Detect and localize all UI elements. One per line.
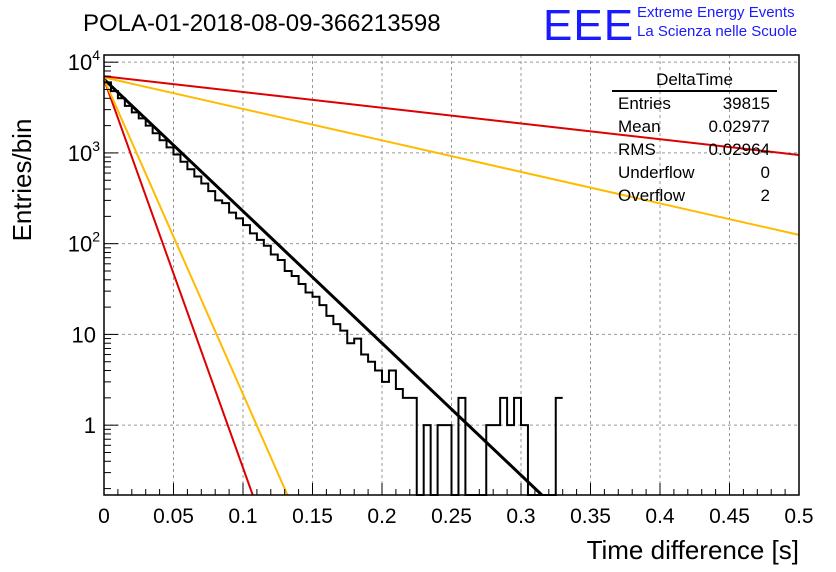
stats-value: 0 <box>760 163 770 182</box>
stats-value: 0.02977 <box>708 117 770 136</box>
chart-title: POLA-01-2018-08-09-366213598 <box>83 10 441 37</box>
x-tick-label: 0.35 <box>570 505 611 528</box>
stats-row-underflow: Underflow 0 <box>618 163 770 183</box>
stats-value: 39815 <box>722 94 770 113</box>
y-tick-label: 104 <box>68 47 100 75</box>
logo-line-1: Extreme Energy Events <box>637 4 795 21</box>
y-tick-label: 1 <box>84 413 96 438</box>
stats-label: Overflow <box>618 186 686 205</box>
stats-label: RMS <box>618 140 656 159</box>
fit-line-3 <box>103 76 800 236</box>
x-tick-label: 0.05 <box>153 505 194 528</box>
stats-value: 0.02964 <box>708 140 770 159</box>
y-tick-label: 103 <box>68 138 100 166</box>
fit-line-2 <box>103 78 289 496</box>
fit-line-4 <box>103 75 800 156</box>
x-tick-label: 0.3 <box>506 505 535 528</box>
stats-row-overflow: Overflow 2 <box>618 186 770 206</box>
stats-label: Underflow <box>618 163 695 182</box>
x-tick-label: 0.15 <box>292 505 333 528</box>
x-tick-label: 0.25 <box>431 505 472 528</box>
fit-line-0 <box>102 78 543 497</box>
stats-label: Mean <box>618 117 661 136</box>
eee-logo: EEE <box>543 1 635 50</box>
x-axis-label: Time difference [s] <box>587 535 799 565</box>
y-tick-label: 102 <box>68 229 100 257</box>
x-tick-label: 0.1 <box>228 505 257 528</box>
x-tick-label: 0.4 <box>645 505 675 528</box>
fit-line-1 <box>103 78 254 496</box>
x-tick-label: 0 <box>98 505 110 528</box>
y-axis-label: Entries/bin <box>7 119 37 242</box>
stats-divider <box>612 90 777 92</box>
stats-label: Entries <box>618 94 671 113</box>
grid-lines <box>104 55 799 495</box>
stats-value: 2 <box>760 186 770 205</box>
x-tick-label: 0.5 <box>784 505 813 528</box>
x-tick-label: 0.45 <box>709 505 750 528</box>
x-tick-label: 0.2 <box>367 505 396 528</box>
x-axis-ticks: 0 0.05 0.1 0.15 0.2 0.25 0.3 0.35 0.4 0.45 0.5 <box>98 483 814 528</box>
stats-row-entries: Entries 39815 <box>618 94 770 114</box>
stats-row-mean: Mean 0.02977 <box>618 117 770 137</box>
stats-row-rms: RMS 0.02964 <box>618 140 770 160</box>
y-tick-label: 10 <box>72 322 96 347</box>
stats-title: DeltaTime <box>656 70 733 89</box>
y-axis-ticks: 1 10 102 103 104 <box>68 47 118 490</box>
fit-lines <box>102 75 800 497</box>
logo-line-2: La Scienza nelle Scuole <box>637 23 798 40</box>
